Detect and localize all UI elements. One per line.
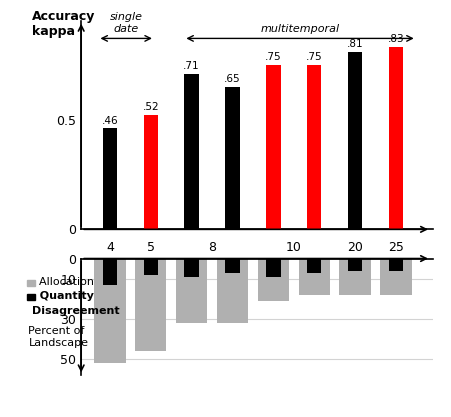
Text: 8: 8 (208, 241, 216, 254)
Text: Disagreement: Disagreement (32, 306, 120, 316)
Bar (226, 87, 239, 229)
Text: 10: 10 (286, 241, 302, 254)
Text: .65: .65 (224, 74, 241, 84)
Bar (103, 128, 117, 229)
Text: 20: 20 (347, 241, 363, 254)
Bar (184, 73, 199, 229)
Bar (299, 259, 330, 295)
Text: 4: 4 (106, 241, 114, 254)
Bar (135, 259, 166, 351)
Text: multitemporal: multitemporal (261, 24, 340, 34)
Text: .75: .75 (306, 52, 322, 62)
Text: 25: 25 (388, 241, 404, 254)
Text: Dimensionality
Feature Space #: Dimensionality Feature Space # (206, 275, 308, 297)
Text: .46: .46 (101, 116, 118, 126)
Bar (143, 115, 158, 229)
Bar (184, 259, 199, 276)
Text: .81: .81 (347, 39, 364, 49)
Bar (307, 65, 322, 229)
Bar (307, 259, 322, 273)
Text: Allocation: Allocation (32, 277, 94, 287)
Bar (226, 259, 239, 273)
Bar (217, 259, 248, 323)
Text: .83: .83 (388, 34, 405, 44)
Bar (143, 259, 158, 275)
Bar (258, 259, 289, 301)
Bar (340, 259, 371, 295)
Bar (389, 47, 403, 229)
Text: 5: 5 (147, 241, 155, 254)
FancyBboxPatch shape (27, 280, 36, 286)
Bar (266, 259, 281, 276)
Text: single
date: single date (110, 13, 143, 34)
Text: Accuracy
kappa: Accuracy kappa (32, 10, 95, 38)
Bar (266, 65, 281, 229)
Bar (348, 52, 363, 229)
Text: Percent of
Landscape: Percent of Landscape (28, 326, 88, 359)
Bar (380, 259, 412, 295)
Bar (348, 259, 363, 271)
Text: .75: .75 (265, 52, 282, 62)
Bar (389, 259, 403, 271)
Bar (103, 259, 117, 285)
Bar (94, 259, 125, 363)
Text: Quantity: Quantity (32, 291, 94, 301)
Text: .52: .52 (143, 102, 159, 112)
FancyBboxPatch shape (27, 294, 36, 300)
Bar (176, 259, 207, 323)
Text: .71: .71 (183, 60, 200, 70)
